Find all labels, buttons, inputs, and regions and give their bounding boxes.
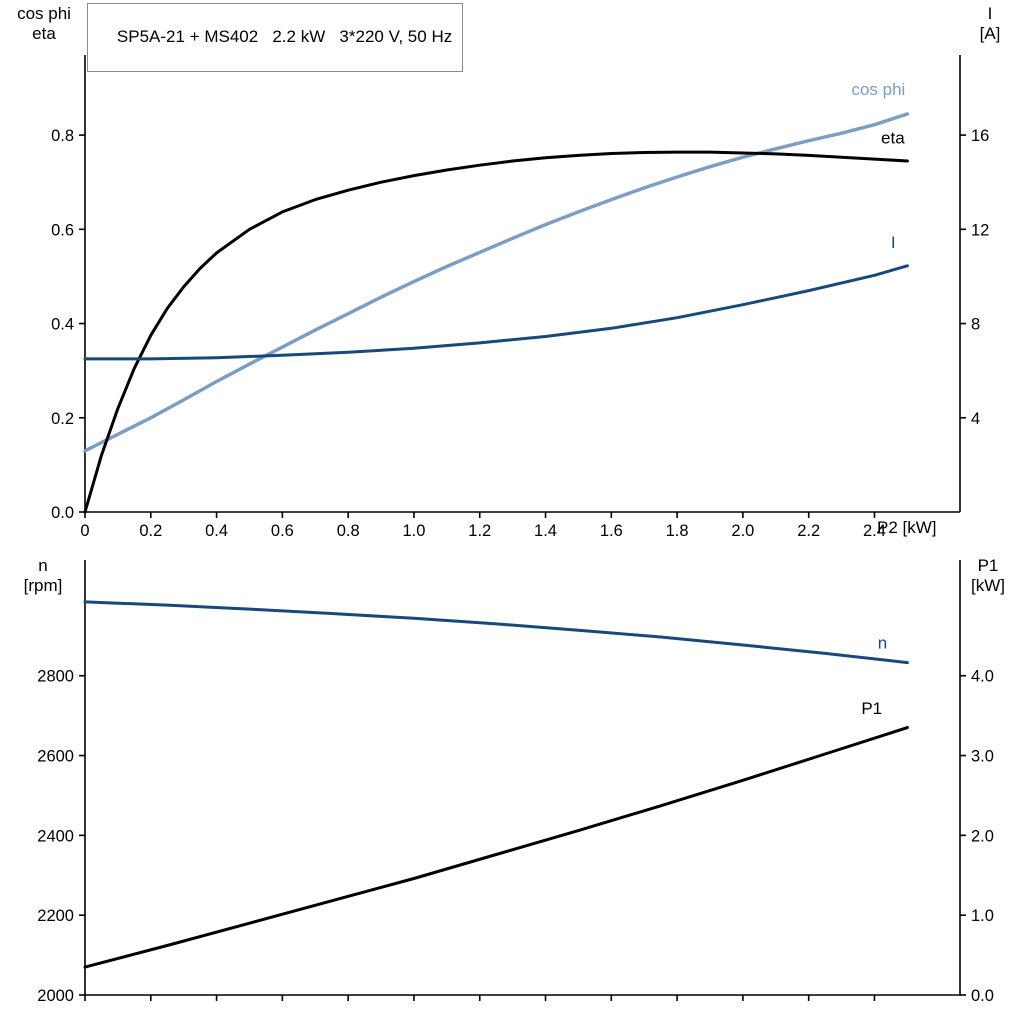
curve-I	[83, 264, 909, 361]
x-tick-label: 1.2	[468, 522, 491, 540]
x-tick-label: 2.2	[797, 522, 820, 540]
right-tick-label: 16	[971, 127, 989, 145]
bottom-left-axis-label: n [rpm]	[8, 556, 78, 596]
left-tick-label: 0.4	[51, 316, 74, 334]
x-tick-label: 2.4	[863, 522, 886, 540]
curve-label-n: n	[878, 634, 887, 653]
curve-n	[83, 600, 909, 665]
x-tick-label: 1.4	[534, 522, 557, 540]
x-tick-label: 1.6	[600, 522, 623, 540]
curve-P1	[83, 726, 909, 969]
x-tick-label: 0	[80, 522, 89, 540]
left-axis-label-cosphi: cos phi	[17, 4, 71, 23]
x-tick-label: 0.8	[337, 522, 360, 540]
top-left-axis-label: cos phi eta	[4, 4, 84, 44]
left-tick-label: 2600	[37, 748, 74, 766]
x-tick-label: 0.4	[205, 522, 228, 540]
x-axis-label-p2: P2 [kW]	[877, 518, 937, 537]
x-tick-label: 2.0	[731, 522, 754, 540]
curve-cos-phi	[83, 112, 910, 453]
left-tick-label: 0.8	[51, 127, 74, 145]
right-tick-label: 3.0	[971, 748, 994, 766]
left-tick-label: 2000	[37, 987, 74, 1005]
curve-label-eta: eta	[881, 129, 905, 148]
top-right-axis-label: I [A]	[962, 4, 1018, 44]
left-tick-label: 2800	[37, 668, 74, 686]
right-tick-label: 8	[971, 316, 980, 334]
right-tick-label: 4.0	[971, 668, 994, 686]
curve-label-I: I	[891, 233, 896, 252]
left-axis-label-eta: eta	[32, 24, 56, 43]
right-axis-label-p1: P1	[977, 556, 999, 575]
left-axis-label-speed: n	[38, 556, 48, 575]
curve-eta	[83, 150, 909, 514]
right-tick-label: 1.0	[971, 907, 994, 925]
left-tick-label: 0.0	[51, 504, 74, 522]
right-axis-unit-kw: [kW]	[971, 576, 1005, 595]
chart-title-box: SP5A-21 + MS402 2.2 kW 3*220 V, 50 Hz	[87, 3, 464, 72]
right-tick-label: 2.0	[971, 827, 994, 845]
left-tick-label: 2200	[37, 907, 74, 925]
x-tick-label: 0.2	[139, 522, 162, 540]
right-axis-label-current: I	[987, 4, 993, 23]
chart-title: SP5A-21 + MS402 2.2 kW 3*220 V, 50 Hz	[116, 27, 453, 46]
right-tick-label: 0.0	[971, 987, 994, 1005]
x-tick-label: 1.8	[666, 522, 689, 540]
right-tick-label: 4	[971, 410, 980, 428]
x-tick-label: 0.6	[271, 522, 294, 540]
left-axis-unit-rpm: [rpm]	[23, 576, 63, 595]
right-axis-unit-ampere: [A]	[979, 24, 1001, 43]
left-tick-label: 0.6	[51, 221, 74, 239]
curve-label-cos-phi: cos phi	[851, 80, 905, 99]
x-tick-label: 1.0	[402, 522, 425, 540]
left-tick-label: 2400	[37, 827, 74, 845]
right-tick-label: 12	[971, 221, 989, 239]
bottom-right-axis-label: P1 [kW]	[958, 556, 1018, 596]
left-tick-label: 0.2	[51, 410, 74, 428]
curve-label-P1: P1	[861, 699, 882, 718]
